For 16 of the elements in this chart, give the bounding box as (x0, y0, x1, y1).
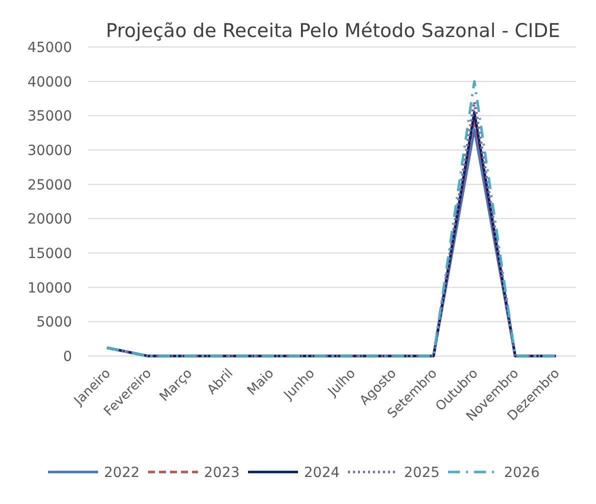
y-tick-label: 40000 (27, 74, 72, 90)
y-tick-label: 30000 (27, 143, 72, 159)
y-tick-label: 35000 (27, 108, 72, 125)
y-tick-label: 25000 (27, 177, 72, 194)
y-tick-label: 10000 (27, 280, 72, 296)
y-tick-label: 20000 (27, 212, 72, 228)
y-tick-label: 0 (63, 349, 72, 365)
chart-title: Projeção de Receita Pelo Método Sazonal - CIDE (106, 20, 560, 42)
legend-label: 2026 (504, 465, 540, 481)
y-tick-label: 5000 (36, 314, 72, 331)
legend-label: 2024 (304, 465, 340, 481)
y-tick-label: 15000 (27, 246, 72, 262)
y-tick-label: 45000 (27, 40, 72, 56)
legend-label: 2022 (104, 465, 140, 481)
legend-label: 2023 (204, 465, 240, 481)
legend-label: 2025 (404, 465, 440, 481)
